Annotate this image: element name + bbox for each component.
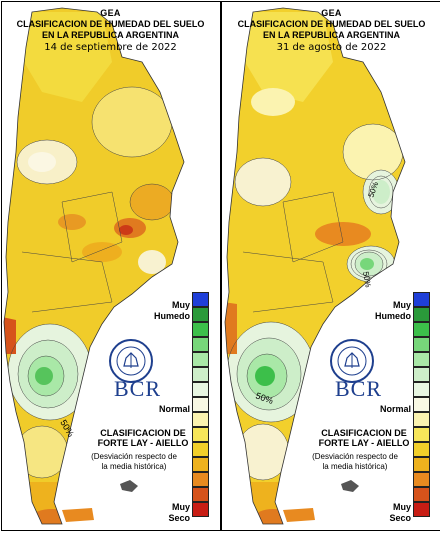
legend-top-label-1-left: Muy	[172, 300, 190, 310]
legend-swatch	[413, 487, 430, 502]
legend-swatch	[413, 292, 430, 307]
legend-swatch	[413, 337, 430, 352]
deviation-line2-right: la media histórica)	[322, 462, 388, 471]
legend-swatch	[192, 352, 209, 367]
title-gea-left: GEA	[100, 8, 121, 18]
legend-swatch	[413, 382, 430, 397]
classification-line2-right: FORTE LAY - AIELLO	[318, 438, 410, 448]
legend-swatch	[192, 307, 209, 322]
title-date-left: 14 de septiembre de 2022	[44, 42, 177, 53]
classification-title-left: CLASIFICACION DE FORTE LAY - AIELLO	[88, 428, 198, 448]
legend-swatch	[413, 352, 430, 367]
legend-swatch	[192, 292, 209, 307]
deviation-line2-left: la media histórica)	[101, 462, 167, 471]
deviation-note-right: (Desviación respecto de la media históri…	[299, 452, 411, 472]
title-country-right: EN LA REPUBLICA ARGENTINA	[263, 30, 400, 40]
legend-swatch	[413, 472, 430, 487]
title-classification-right: CLASIFICACION DE HUMEDAD DEL SUELO	[237, 19, 426, 29]
panel-divider	[220, 1, 222, 531]
legend-swatch	[192, 442, 209, 457]
legend-swatch	[413, 442, 430, 457]
classification-line1-right: CLASIFICACION DE	[321, 428, 407, 438]
bcr-seal-left	[108, 338, 154, 389]
legend-swatch	[192, 337, 209, 352]
bcr-seal-right	[329, 338, 375, 389]
legend-swatch	[192, 472, 209, 487]
title-block-right: GEA CLASIFICACION DE HUMEDAD DEL SUELO E…	[223, 8, 440, 55]
legend-bottom-label-2-left: Seco	[168, 513, 190, 523]
title-block-left: GEA CLASIFICACION DE HUMEDAD DEL SUELO E…	[2, 8, 219, 55]
classification-line1-left: CLASIFICACION DE	[100, 428, 186, 438]
title-date-right: 31 de agosto de 2022	[276, 42, 387, 53]
legend-swatch	[413, 322, 430, 337]
map-panel-left: 50% GEA CLASIFICACION DE HUMEDAD DEL SUE…	[2, 2, 219, 530]
legend-bottom-label-2-right: Seco	[389, 513, 411, 523]
legend-swatch	[192, 487, 209, 502]
contour-label-right-3: 50%	[361, 271, 373, 288]
legend-swatch	[192, 367, 209, 382]
legend-swatch	[413, 457, 430, 472]
legend-swatch	[192, 322, 209, 337]
title-country-left: EN LA REPUBLICA ARGENTINA	[42, 30, 179, 40]
legend-normal-label-right: Normal	[379, 404, 411, 414]
legend-swatch	[413, 502, 430, 517]
legend-swatch	[192, 412, 209, 427]
legend-swatch	[413, 307, 430, 322]
soil-moisture-map-left: 50%	[3, 7, 185, 525]
islands-right	[283, 480, 359, 522]
legend-swatch	[413, 427, 430, 442]
legend-swatch	[192, 397, 209, 412]
legend-swatch	[413, 412, 430, 427]
title-classification-left: CLASIFICACION DE HUMEDAD DEL SUELO	[16, 19, 205, 29]
title-gea-right: GEA	[321, 8, 342, 18]
legend-top-label-2-left: Humedo	[154, 311, 190, 321]
legend-bottom-label-1-right: Muy	[393, 502, 411, 512]
legend-swatch	[192, 457, 209, 472]
bcr-logo-left: BCR	[114, 376, 162, 401]
classification-title-right: CLASIFICACION DE FORTE LAY - AIELLO	[309, 428, 419, 448]
deviation-line1-left: (Desviación respecto de	[91, 452, 177, 461]
legend-swatch	[192, 427, 209, 442]
legend-top-label-2-right: Humedo	[375, 311, 411, 321]
legend-normal-label-left: Normal	[158, 404, 190, 414]
classification-line2-left: FORTE LAY - AIELLO	[97, 438, 189, 448]
legend-top-label-1-right: Muy	[393, 300, 411, 310]
soil-moisture-map-right: 50% 50% 50%	[224, 7, 406, 525]
islands-left	[62, 480, 138, 522]
legend-swatch	[413, 397, 430, 412]
legend-swatch	[192, 502, 209, 517]
deviation-note-left: (Desviación respecto de la media históri…	[78, 452, 190, 472]
legend-scale-right	[413, 292, 431, 517]
map-panel-right: 50% 50% 50% GEA CLASIFICACION DE HUMEDAD…	[223, 2, 440, 530]
legend-swatch	[413, 367, 430, 382]
legend-bottom-label-1-left: Muy	[172, 502, 190, 512]
legend-swatch	[192, 382, 209, 397]
legend-scale-left	[192, 292, 210, 517]
deviation-line1-right: (Desviación respecto de	[312, 452, 398, 461]
bcr-logo-right: BCR	[335, 376, 383, 401]
